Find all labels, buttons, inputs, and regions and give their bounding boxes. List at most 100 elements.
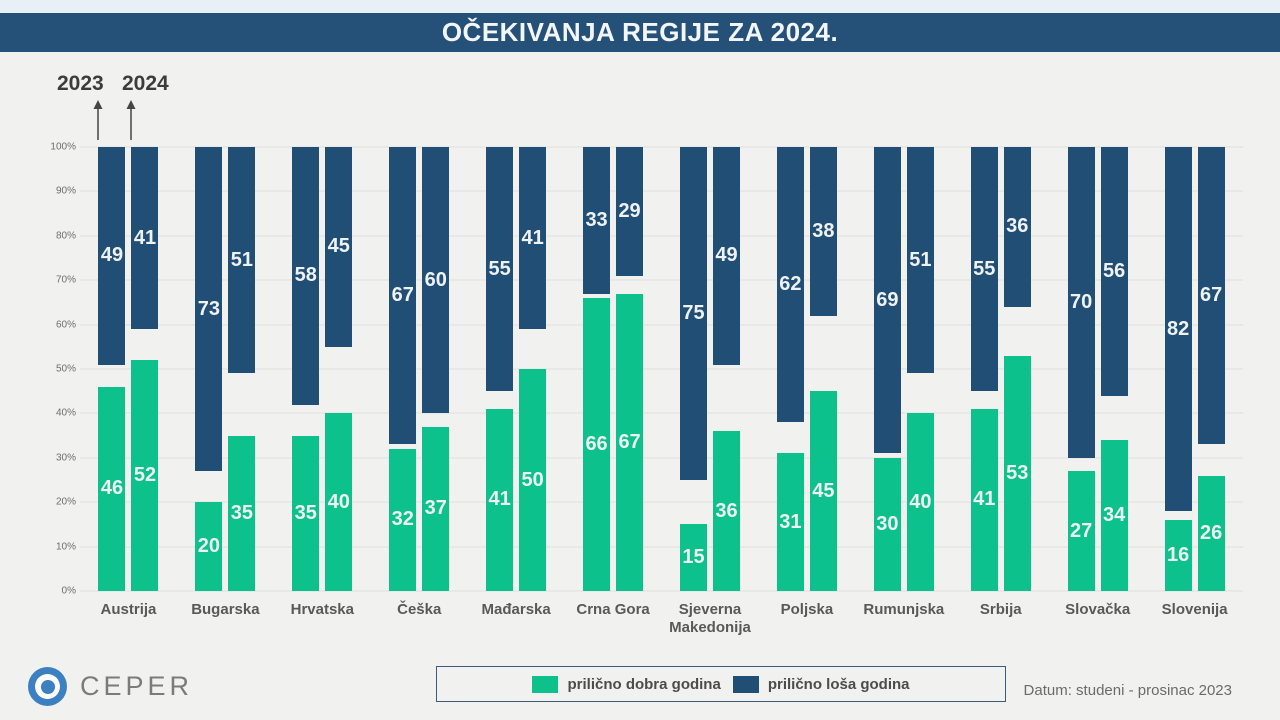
bar-value-label: 51 — [230, 248, 253, 271]
bar-value-label: 41 — [488, 488, 511, 511]
bad-year-bar: 55 — [970, 147, 998, 392]
bar-column-2024: 60 37 — [422, 147, 450, 591]
bar-column-2023: 58 35 — [292, 147, 320, 591]
good-year-bar: 15 — [679, 524, 707, 591]
good-year-bar: 16 — [1164, 519, 1192, 591]
x-axis-label: Poljska — [780, 601, 834, 618]
legend-item-bad: prilično loša godina — [732, 675, 910, 693]
bar-group-slovačka: 70 27 56 34 — [1049, 147, 1146, 591]
legend: prilično dobra godina prilično loša godi… — [436, 666, 1006, 702]
y-tick-label: 100% — [50, 141, 76, 153]
header-bar: OČEKIVANJA REGIJE ZA 2024. — [0, 13, 1280, 52]
bad-year-bar: 56 — [1100, 147, 1128, 396]
bar-value-label: 33 — [585, 208, 608, 231]
bar-value-label: 49 — [100, 244, 124, 267]
good-year-bar: 40 — [906, 413, 934, 591]
bar-value-label: 58 — [294, 264, 317, 287]
bar-column-2023: 55 41 — [970, 147, 998, 591]
y-tick-label: 10% — [55, 541, 76, 553]
bar-value-label: 50 — [521, 468, 544, 491]
good-year-bar: 66 — [583, 297, 611, 591]
bar-value-label: 49 — [715, 244, 738, 267]
x-axis-label: Bugarska — [191, 601, 260, 618]
good-year-bar: 53 — [1003, 355, 1031, 591]
bar-value-label: 20 — [197, 535, 220, 558]
bar-column-2023: 75 15 — [679, 147, 707, 591]
good-year-bar: 37 — [422, 426, 450, 591]
bar-column-2023: 82 16 — [1164, 147, 1192, 591]
x-axis-label: Sjeverna Makedonija — [669, 601, 751, 636]
bad-year-bar: 36 — [1003, 147, 1031, 307]
ceper-logo-text: CEPER — [80, 671, 194, 701]
bar-value-label: 36 — [715, 499, 738, 522]
bad-year-bar: 70 — [1067, 147, 1095, 458]
bar-value-label: 70 — [1070, 290, 1093, 313]
bad-year-bar: 82 — [1164, 147, 1192, 512]
bar-column-2024: 41 52 — [131, 147, 159, 591]
bar-value-label: 67 — [391, 284, 414, 307]
bar-value-label: 37 — [424, 497, 447, 520]
bars-row: 49 46 41 52 73 20 51 35 58 35 45 40 67 32 60 37 55 41 41 50… — [80, 147, 1243, 591]
bar-value-label: 30 — [876, 512, 899, 535]
bar-value-label: 62 — [779, 273, 802, 296]
good-year-bar: 46 — [98, 386, 126, 591]
bar-value-label: 31 — [779, 510, 802, 533]
bad-year-bar: 58 — [292, 147, 320, 405]
bar-value-label: 69 — [876, 288, 899, 311]
bar-group-crna-gora: 33 66 29 67 — [565, 147, 662, 591]
good-year-bar: 52 — [131, 360, 159, 591]
bad-year-bar: 41 — [519, 147, 547, 330]
good-year-bar: 27 — [1067, 471, 1095, 591]
bar-group-hrvatska: 58 35 45 40 — [274, 147, 371, 591]
bad-year-bar: 41 — [131, 147, 159, 330]
bar-value-label: 29 — [618, 199, 641, 222]
good-year-bar: 20 — [195, 502, 223, 591]
y-tick-label: 0% — [61, 585, 76, 597]
bar-value-label: 36 — [1006, 215, 1029, 238]
good-year-bar: 31 — [776, 453, 804, 591]
x-axis-label: Hrvatska — [290, 601, 354, 618]
x-axis-label: Austrija — [100, 601, 157, 618]
bar-column-2024: 67 26 — [1197, 147, 1225, 591]
bad-year-bar: 49 — [712, 147, 740, 365]
gridline — [80, 190, 1243, 192]
legend-label-bad: prilično loša godina — [767, 675, 910, 693]
gridline — [80, 279, 1243, 281]
bar-value-label: 56 — [1103, 259, 1126, 282]
x-axis-label: Rumunjska — [863, 601, 945, 618]
bad-year-bar: 62 — [776, 147, 804, 423]
bar-group-slovenija: 82 16 67 26 — [1146, 147, 1243, 591]
bar-value-label: 52 — [133, 464, 157, 487]
bad-year-bar: 67 — [389, 147, 417, 445]
gridline — [80, 412, 1243, 414]
gridline — [80, 590, 1243, 592]
bar-value-label: 66 — [585, 432, 608, 455]
bad-year-bar: 33 — [583, 147, 611, 294]
bar-value-label: 41 — [521, 226, 544, 249]
y-tick-label: 30% — [55, 452, 76, 464]
bad-year-bar: 75 — [679, 147, 707, 480]
up-arrow-icon-2023 — [93, 100, 103, 140]
bar-column-2023: 73 20 — [195, 147, 223, 591]
gridline — [80, 235, 1243, 237]
bar-column-2023: 55 41 — [486, 147, 514, 591]
year-label-2023: 2023 — [57, 72, 104, 95]
bar-column-2024: 51 40 — [906, 147, 934, 591]
bar-column-2023: 33 66 — [583, 147, 611, 591]
bar-group-mađarska: 55 41 41 50 — [468, 147, 565, 591]
gridline — [80, 457, 1243, 459]
good-year-swatch-icon — [532, 675, 559, 693]
y-tick-label: 50% — [55, 363, 76, 375]
year-label-2024: 2024 — [122, 72, 169, 95]
bar-value-label: 16 — [1166, 543, 1190, 566]
bar-value-label: 41 — [133, 226, 157, 249]
bar-column-2024: 38 45 — [809, 147, 837, 591]
bar-group-češka: 67 32 60 37 — [371, 147, 468, 591]
bad-year-bar: 55 — [486, 147, 514, 392]
good-year-bar: 35 — [228, 435, 256, 591]
bar-value-label: 53 — [1006, 461, 1029, 484]
bar-value-label: 67 — [618, 430, 641, 453]
bad-year-bar: 45 — [325, 147, 353, 347]
bar-column-2024: 41 50 — [519, 147, 547, 591]
